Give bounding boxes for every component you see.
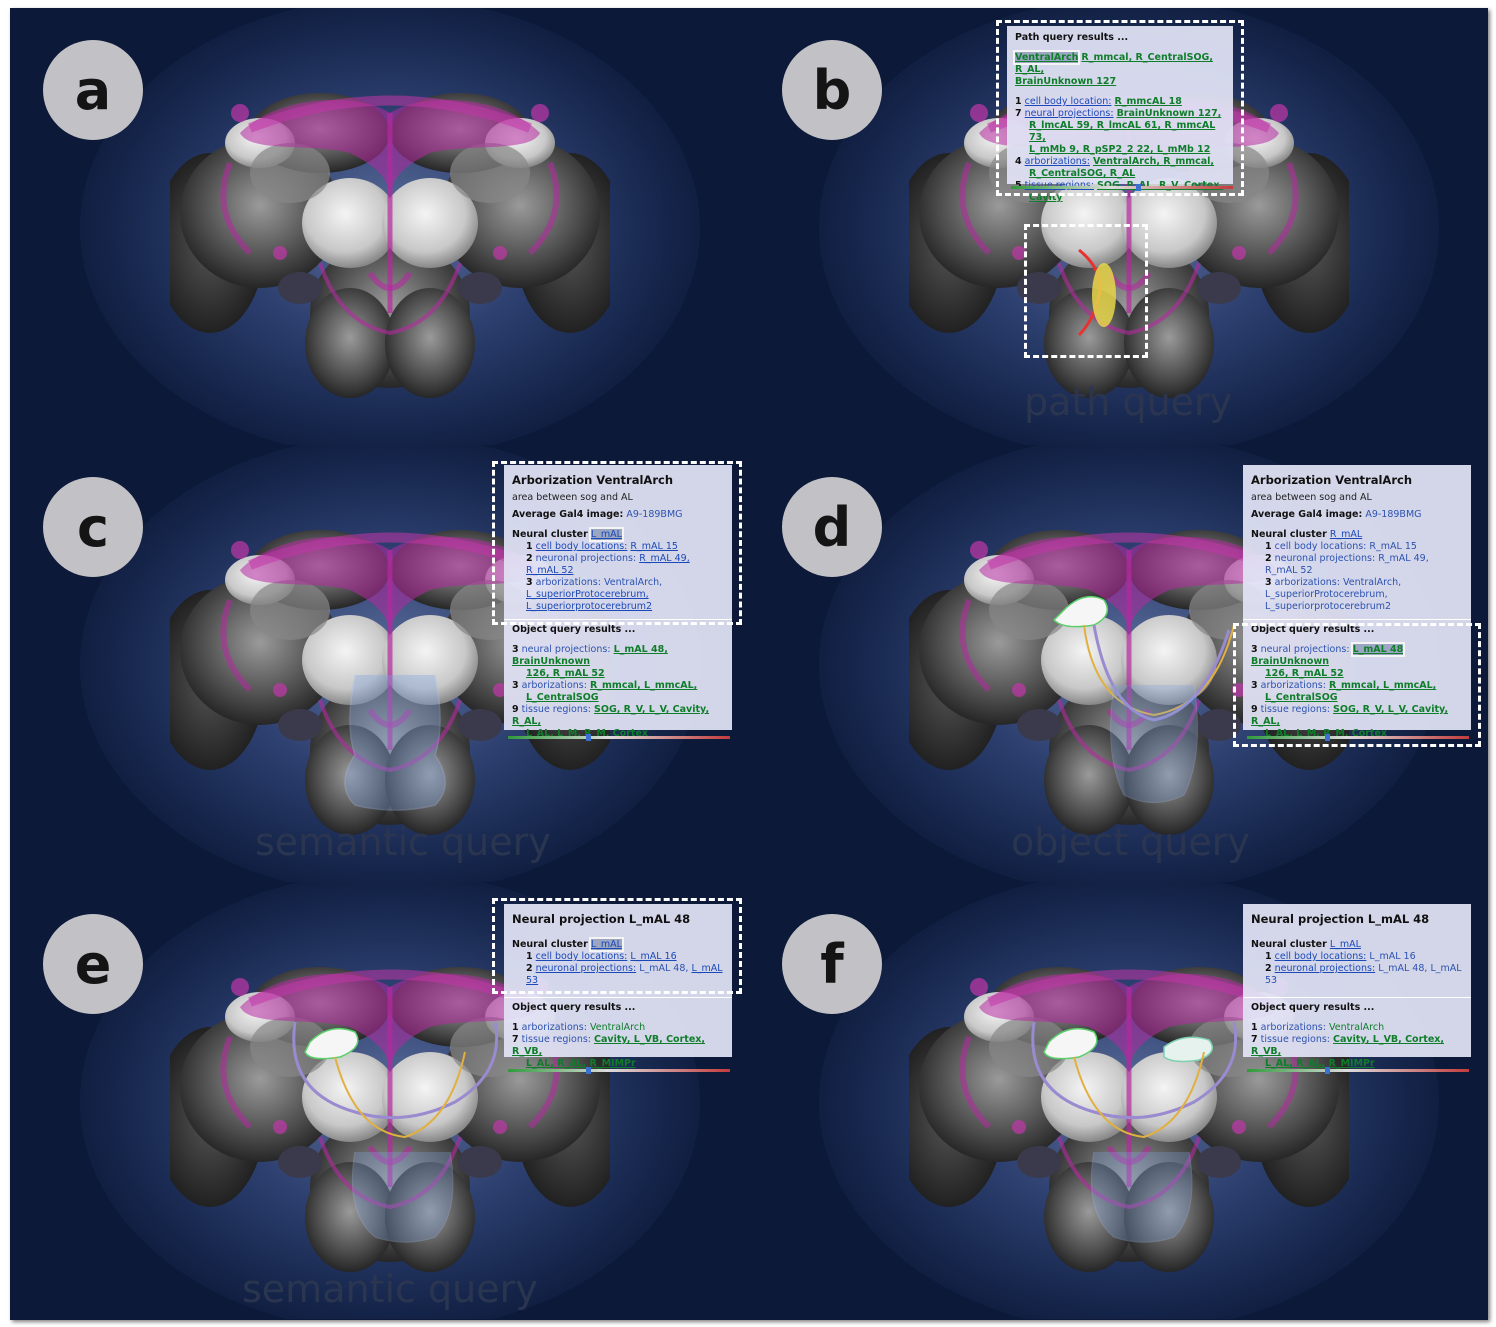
- panel-a: a: [10, 8, 749, 445]
- panel-caption: semantic query: [255, 820, 551, 864]
- projection-highlight: [275, 1012, 535, 1252]
- card-highlight: [1233, 623, 1481, 747]
- result-key-link[interactable]: cell body locations:: [1275, 951, 1367, 962]
- slider[interactable]: [508, 1069, 730, 1072]
- result-value-link[interactable]: L_AL, R_AL, R_MIMPr: [526, 1058, 636, 1069]
- result-key-link[interactable]: tissue regions:: [1261, 1034, 1330, 1045]
- result-value-link[interactable]: L_mAL 48,: [1378, 963, 1427, 974]
- slider[interactable]: [1247, 1069, 1469, 1072]
- panel-f: f Neural projection L_mAL 48 Neural clus…: [749, 882, 1488, 1319]
- panel-letter: e: [43, 914, 143, 1014]
- result-value-link[interactable]: L_mAL 16: [1369, 951, 1415, 962]
- panel-letter: a: [43, 40, 143, 140]
- arborization-highlight: [325, 665, 465, 815]
- description: area between sog and AL: [1251, 492, 1463, 504]
- result-value-link[interactable]: L_superiorProtocerebrum,: [1265, 589, 1388, 600]
- result-value-link[interactable]: L_superiorprotocerebrum2: [1265, 601, 1391, 612]
- card-title: Neural projection L_mAL 48: [1251, 913, 1463, 925]
- result-key-link[interactable]: arborizations:: [1261, 1022, 1326, 1033]
- projection-card: Neural projection L_mAL 48 Neural cluste…: [1243, 904, 1471, 1057]
- card-title: Arborization VentralArch: [1251, 474, 1463, 486]
- panel-b: path query b Path query results ... Vent…: [749, 8, 1488, 445]
- panel-caption: object query: [1011, 820, 1250, 864]
- object-query-title: Object query results ...: [1251, 1002, 1463, 1014]
- result-value-link[interactable]: VentralArch: [1329, 1022, 1384, 1033]
- gal4-image-link[interactable]: A9-189BMG: [1365, 509, 1421, 520]
- panel-letter: f: [782, 914, 882, 1014]
- result-key-link[interactable]: arborizations:: [522, 680, 587, 691]
- result-value-link[interactable]: VentralArch,: [1343, 577, 1401, 588]
- result-key-link[interactable]: neural projections:: [522, 644, 611, 655]
- cluster-link[interactable]: R_mAL: [1330, 529, 1362, 540]
- brain-rendering[interactable]: [170, 73, 610, 413]
- result-value-link[interactable]: R_mmcal, L_mmcAL,: [590, 680, 697, 691]
- result-key-link[interactable]: arborizations:: [1275, 577, 1340, 588]
- path-region-highlight: [1024, 224, 1148, 358]
- result-value-link[interactable]: L_AL, R_AL, R_MIMPr: [1265, 1058, 1375, 1069]
- panel-letter: b: [782, 40, 882, 140]
- cluster-link[interactable]: L_mAL: [1330, 939, 1361, 950]
- result-value-link[interactable]: L_CentralSOG: [526, 692, 599, 703]
- result-value-link[interactable]: VentralArch: [590, 1022, 645, 1033]
- projection-highlight: [1014, 1012, 1274, 1252]
- card-highlight: [492, 461, 742, 625]
- result-key-link[interactable]: arborizations:: [522, 1022, 587, 1033]
- result-value-link[interactable]: R_mAL 15: [1369, 541, 1417, 552]
- object-query-title: Object query results ...: [512, 1002, 724, 1014]
- result-key-link[interactable]: tissue regions:: [522, 1034, 591, 1045]
- panel-caption: path query: [1024, 380, 1232, 424]
- panel-letter: d: [782, 477, 882, 577]
- object-query-title: Object query results ...: [512, 624, 724, 636]
- slider[interactable]: [508, 736, 730, 739]
- panel-caption: semantic query: [242, 1267, 538, 1311]
- panel-e: semantic query e Neural projection L_mAL…: [10, 882, 749, 1319]
- figure-frame: a path query b Path query results ... Ve…: [10, 8, 1488, 1320]
- result-key-link[interactable]: neuronal projections:: [1275, 553, 1376, 564]
- panel-d: object query d Arborization VentralArch …: [749, 445, 1488, 882]
- result-key-link[interactable]: cell body locations:: [1275, 541, 1367, 552]
- card-highlight: [492, 898, 742, 994]
- result-key-link[interactable]: tissue regions:: [522, 704, 591, 715]
- result-value-link[interactable]: 126, R_mAL 52: [526, 668, 605, 679]
- panel-c: semantic query c Arborization VentralArc…: [10, 445, 749, 882]
- card-highlight: [996, 20, 1244, 196]
- panel-letter: c: [43, 477, 143, 577]
- result-key-link[interactable]: neuronal projections:: [1275, 963, 1376, 974]
